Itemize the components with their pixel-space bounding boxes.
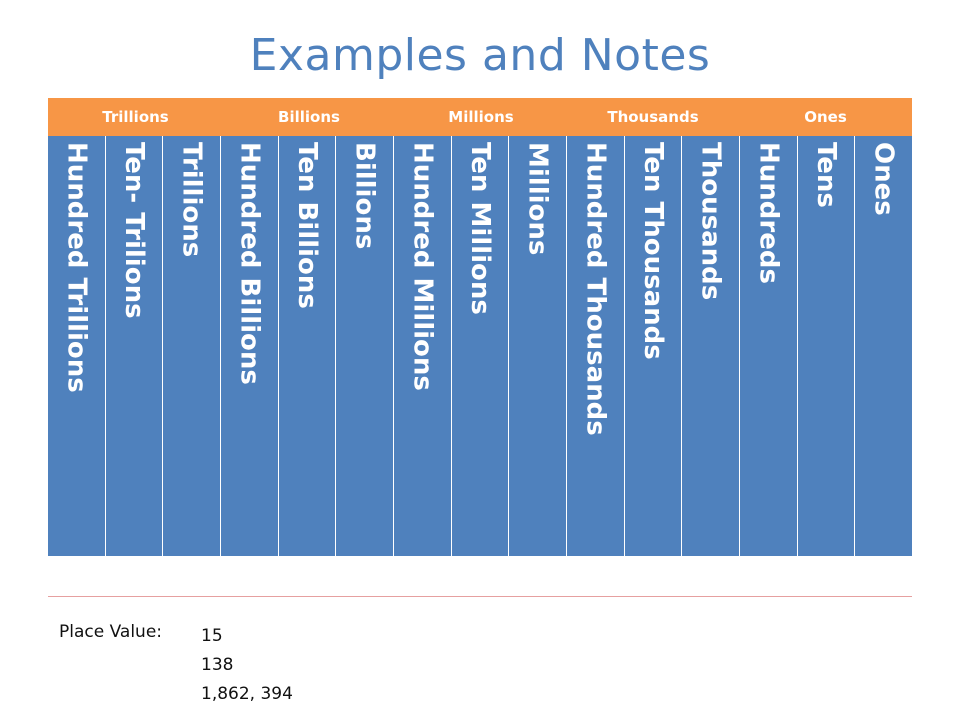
place-value-label: Place Value: <box>59 622 163 642</box>
column-hundred-trillions: Hundred Trillions <box>48 136 106 556</box>
column-label: Ones <box>868 142 899 216</box>
column-label: Tens <box>811 142 842 208</box>
column-hundred-millions: Hundred Millions <box>394 136 452 556</box>
column-label: Ten Billions <box>292 142 323 309</box>
column-ten-trillions: Ten- Trilions <box>106 136 164 556</box>
example-value: 1,862, 394 <box>201 684 293 704</box>
column-ten-thousands: Ten Thousands <box>625 136 683 556</box>
column-thousands: Thousands <box>682 136 741 556</box>
group-label-billions: Billions <box>278 108 340 126</box>
column-tens: Tens <box>798 136 856 556</box>
column-label: Hundred Billions <box>234 142 265 385</box>
column-ten-billions: Ten Billions <box>279 136 337 556</box>
page-title: Examples and Notes <box>249 30 711 81</box>
empty-row <box>48 557 912 597</box>
column-trillions: Trillions <box>163 136 222 556</box>
group-label-thousands: Thousands <box>607 108 699 126</box>
column-hundred-billions: Hundred Billions <box>221 136 279 556</box>
column-label: Ten- Trilions <box>119 142 149 319</box>
column-label: Billions <box>349 142 380 250</box>
group-label-trillions: Trillions <box>102 108 169 126</box>
column-label: Hundred Thousands <box>580 142 611 436</box>
group-label-millions: Millions <box>448 108 514 126</box>
column-label: Trillions <box>176 142 207 258</box>
column-label: Hundreds <box>753 142 784 284</box>
example-list: 15 138 1,862, 394 <box>201 622 293 709</box>
column-hundreds: Hundreds <box>740 136 798 556</box>
column-label: Ten Millions <box>465 142 496 315</box>
example-value: 15 <box>201 626 223 646</box>
column-label: Ten Thousands <box>638 142 669 360</box>
place-value-columns: Hundred Trillions Ten- Trilions Trillion… <box>48 136 912 556</box>
column-billions: Billions <box>336 136 395 556</box>
column-label: Thousands <box>695 142 726 301</box>
column-ones: Ones <box>855 136 912 556</box>
column-label: Millions <box>522 142 553 256</box>
column-hundred-thousands: Hundred Thousands <box>567 136 625 556</box>
example-value: 138 <box>201 655 234 675</box>
column-label: Hundred Millions <box>407 142 438 391</box>
column-ten-millions: Ten Millions <box>452 136 510 556</box>
group-label-ones: Ones <box>804 108 847 126</box>
group-header-row: Trillions Billions Millions Thousands On… <box>48 98 912 136</box>
column-millions: Millions <box>509 136 568 556</box>
column-label: Hundred Trillions <box>61 142 92 393</box>
